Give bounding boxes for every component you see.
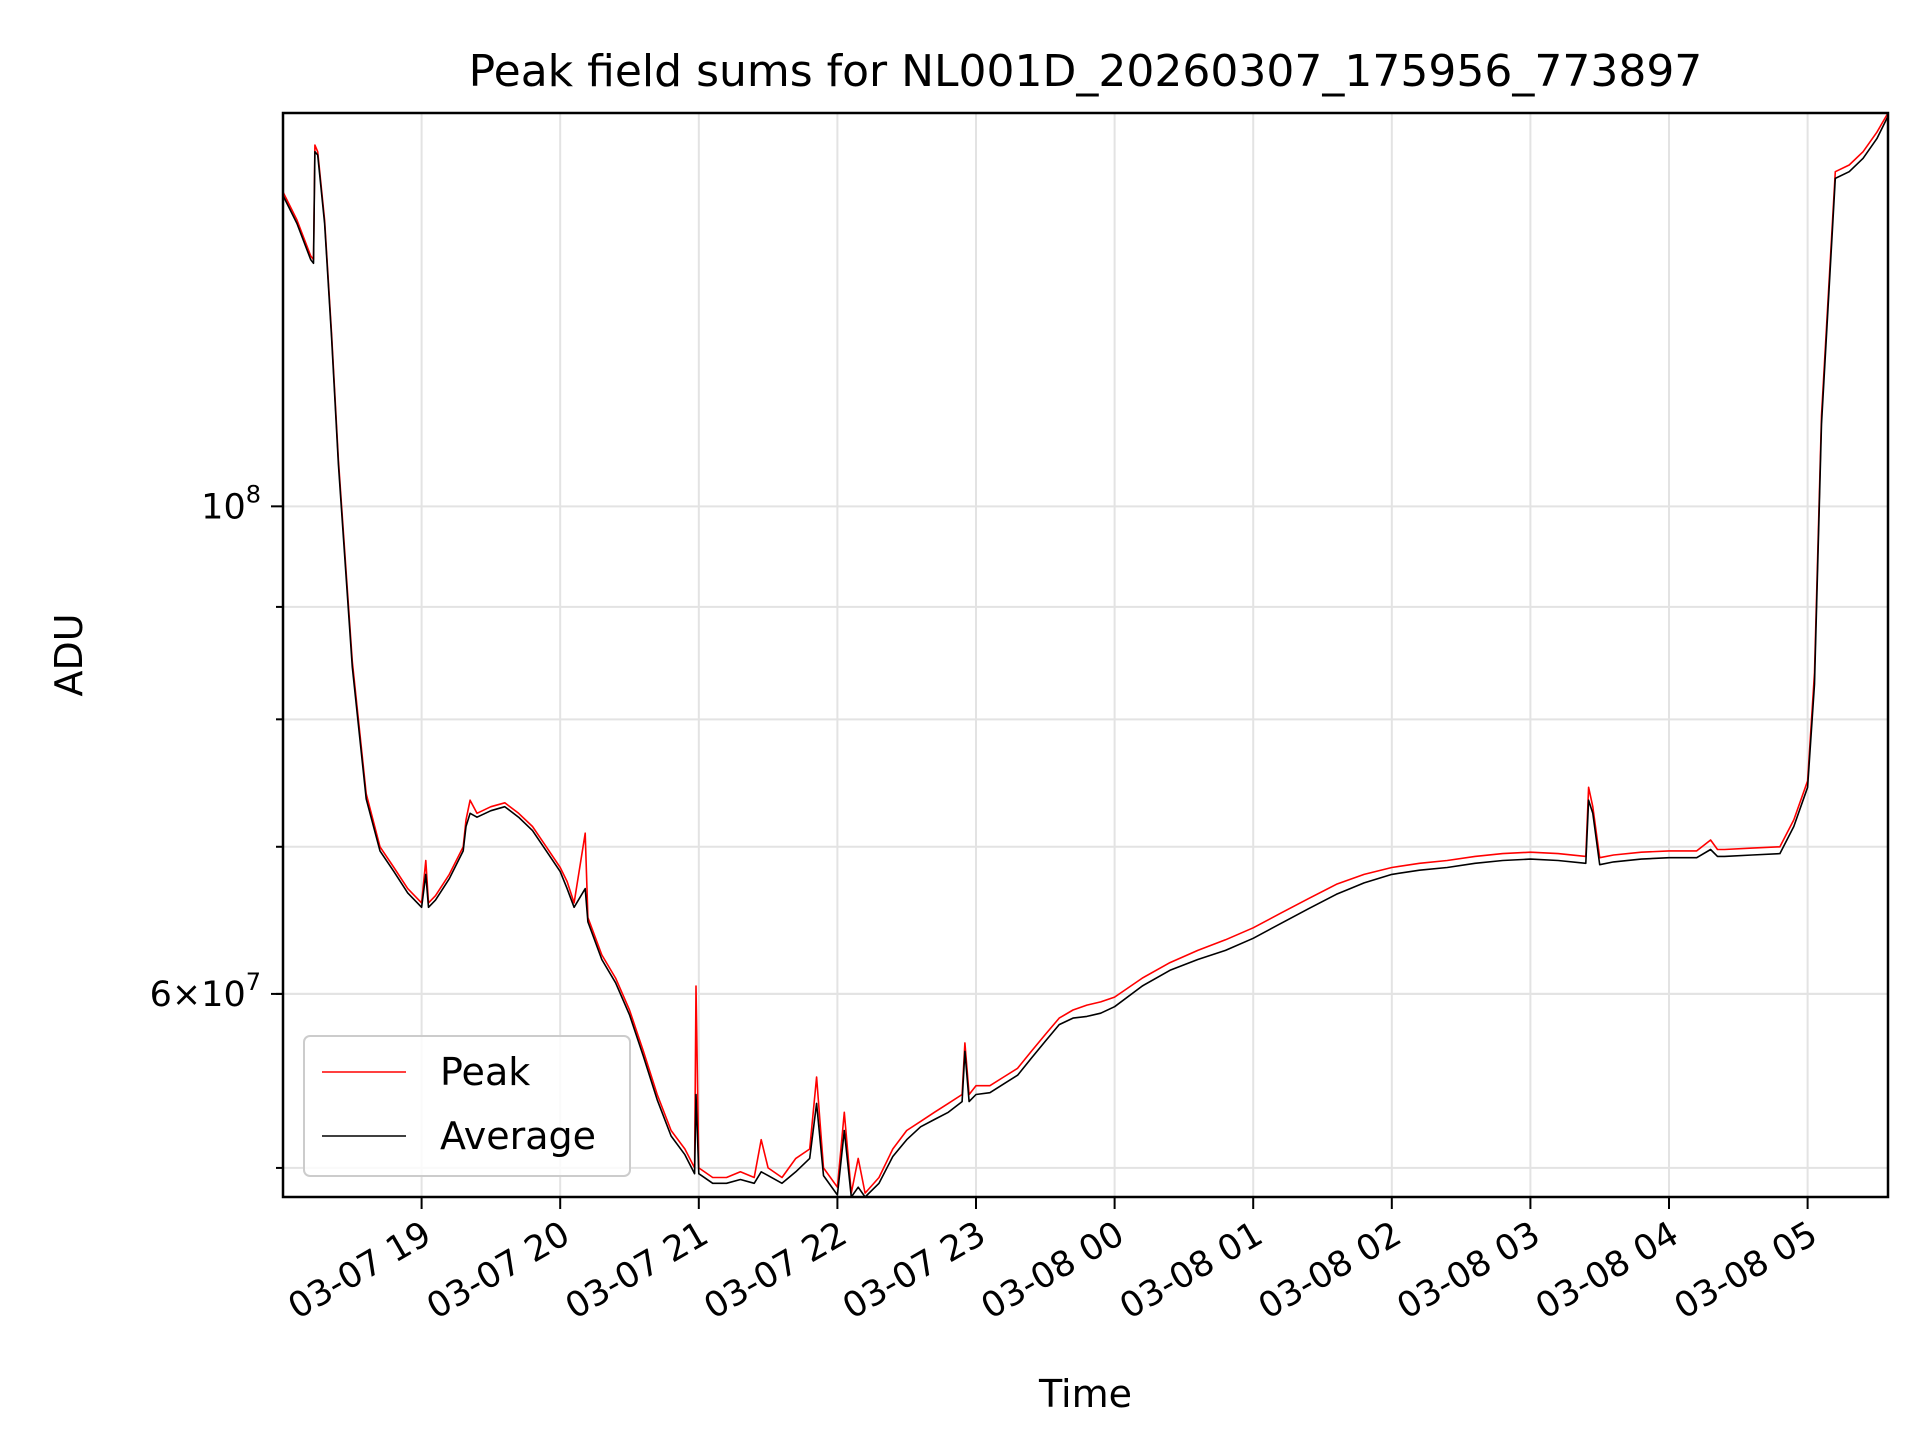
y-axis-label: ADU: [47, 613, 91, 696]
x-tick-label: 03-07 23: [836, 1214, 992, 1327]
x-tick-label: 03-08 02: [1252, 1214, 1408, 1327]
legend-label-peak: Peak: [440, 1050, 530, 1094]
x-tick-label: 03-07 22: [698, 1214, 854, 1327]
x-tick-label: 03-07 19: [282, 1214, 438, 1327]
x-tick-label: 03-08 01: [1113, 1214, 1269, 1327]
series-lines: [282, 112, 1889, 1198]
grid-lines: [283, 113, 1888, 1197]
y-tick-label: 6×107: [150, 968, 261, 1015]
x-tick-label: 03-07 21: [559, 1214, 715, 1327]
x-tick-label: 03-08 05: [1668, 1214, 1824, 1327]
legend-label-average: Average: [440, 1114, 596, 1158]
plot-frame: [281, 111, 1890, 1199]
x-axis-label: Time: [1038, 1372, 1132, 1416]
series-line-average: [282, 115, 1889, 1198]
series-line-peak: [282, 112, 1889, 1194]
x-tick-label: 03-07 20: [420, 1214, 576, 1327]
legend-box: [303, 1035, 631, 1177]
x-tick-label: 03-08 00: [975, 1214, 1131, 1327]
y-tick-label: 108: [201, 480, 261, 527]
y-axis-ticks: 6×107 108: [150, 480, 283, 1169]
chart-title: Peak field sums for NL001D_20260307_1759…: [469, 46, 1703, 97]
legend: Peak Average: [303, 1035, 631, 1177]
x-tick-label: 03-08 04: [1529, 1214, 1685, 1327]
x-tick-label: 03-08 03: [1391, 1214, 1547, 1327]
